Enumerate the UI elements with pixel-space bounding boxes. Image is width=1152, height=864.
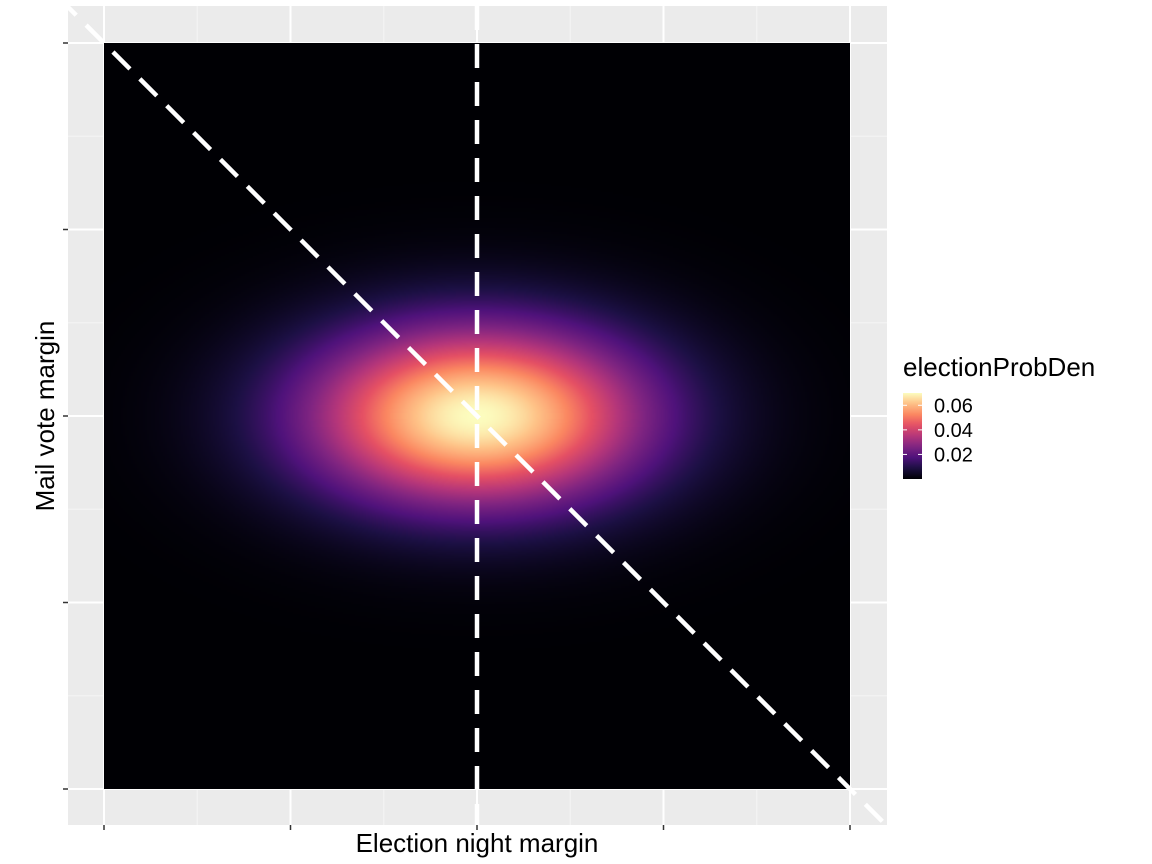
- legend-colorbar: [903, 393, 922, 479]
- reference-line-diagonal: [68, 6, 887, 825]
- reference-lines: [68, 6, 887, 825]
- legend-tick-label: 0.04: [934, 420, 973, 442]
- legend: electionProbDen 0.06 0.040.02: [903, 352, 1095, 479]
- x-axis-title: Election night margin: [356, 828, 599, 858]
- legend-ticks: 0.06 0.040.02: [903, 395, 973, 466]
- legend-title: electionProbDen: [903, 352, 1095, 382]
- legend-tick-label: 0.02: [934, 444, 973, 466]
- y-axis-title: Mail vote margin: [30, 321, 60, 512]
- y-axis-ticks: [63, 42, 68, 790]
- legend-tick-label: 0.06: [934, 395, 973, 417]
- x-axis-ticks: [103, 825, 851, 830]
